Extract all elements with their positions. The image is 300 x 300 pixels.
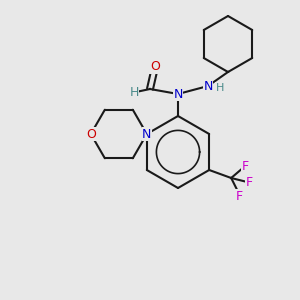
Text: O: O [86, 128, 96, 140]
Text: H: H [216, 83, 224, 93]
Text: N: N [173, 88, 183, 100]
Text: N: N [142, 128, 152, 140]
Text: H: H [129, 85, 139, 98]
Text: O: O [150, 61, 160, 74]
Text: F: F [242, 160, 249, 172]
Text: F: F [236, 190, 243, 202]
Text: F: F [246, 176, 253, 188]
Text: N: N [203, 80, 213, 92]
